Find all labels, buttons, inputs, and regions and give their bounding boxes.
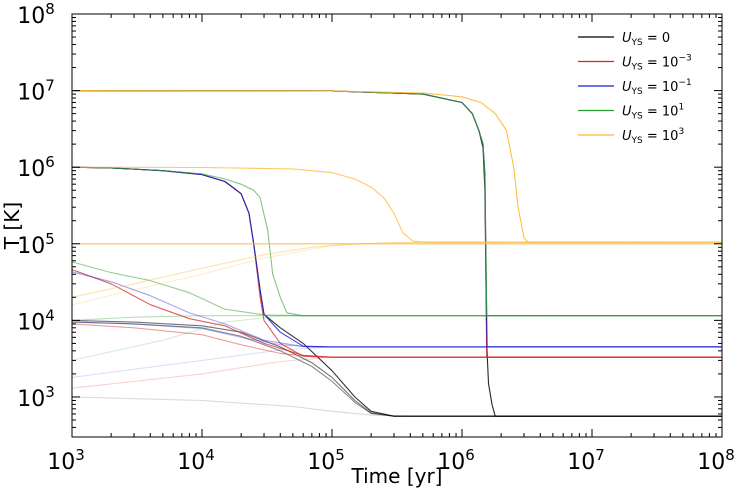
x-tick-label: 107	[567, 446, 605, 475]
series-line-um3-14	[71, 269, 722, 358]
y-tick-label: 108	[17, 0, 55, 29]
legend-label-um1: UYS = 10−1	[622, 78, 692, 97]
series-line-u3-9	[71, 166, 722, 243]
x-tick-label: 106	[437, 446, 475, 475]
legend-label-u3: UYS = 103	[622, 127, 684, 146]
y-tick-label: 106	[17, 153, 55, 182]
y-tick-label: 104	[17, 306, 55, 335]
series-line-u0-11	[71, 319, 722, 417]
series-line-um1-19	[71, 346, 722, 378]
series-line-u1-22	[71, 315, 723, 361]
x-tick-label: 108	[697, 446, 735, 475]
x-tick-label: 104	[177, 446, 215, 475]
series-line-u3-24	[71, 241, 723, 306]
x-tick-label: 103	[47, 446, 85, 475]
legend: UYS = 0 UYS = 10−3 UYS = 10−1 UYS = 101 UYS …	[578, 31, 692, 146]
y-tick-label: 107	[17, 77, 55, 106]
y-tick-label: 103	[17, 383, 55, 412]
y-axis-label: T [K]	[0, 202, 24, 250]
legend-label-u1: UYS = 101	[622, 103, 684, 122]
series-line-u0-5	[71, 166, 722, 417]
series-line-u0-12	[71, 321, 722, 417]
x-tick-label: 105	[307, 446, 345, 475]
series-line-u3-23	[71, 241, 723, 298]
series-line-u1-8	[71, 166, 722, 317]
series-line-u1-21	[71, 315, 722, 321]
plot-frame	[71, 13, 723, 438]
series-line-um3-15	[71, 323, 722, 358]
series-layer	[71, 90, 723, 417]
x-axis-label: Time [yr]	[351, 464, 443, 488]
series-line-u3-4	[71, 90, 722, 243]
y-tick-label: 105	[17, 230, 55, 259]
legend-label-u0: UYS = 0	[622, 31, 670, 48]
series-line-u0-13	[71, 396, 722, 417]
series-line-um3-6	[71, 166, 722, 358]
series-line-um1-18	[71, 321, 722, 348]
tick-layer: 103 104 105 106 107 108 103 104 105 106 107 108	[17, 0, 735, 475]
series-line-um1-7	[71, 166, 722, 348]
legend-label-um3: UYS = 10−3	[622, 54, 692, 73]
series-line-u1-20	[71, 261, 722, 317]
series-line-um3-16	[71, 356, 722, 389]
series-line-um1-17	[71, 271, 722, 348]
